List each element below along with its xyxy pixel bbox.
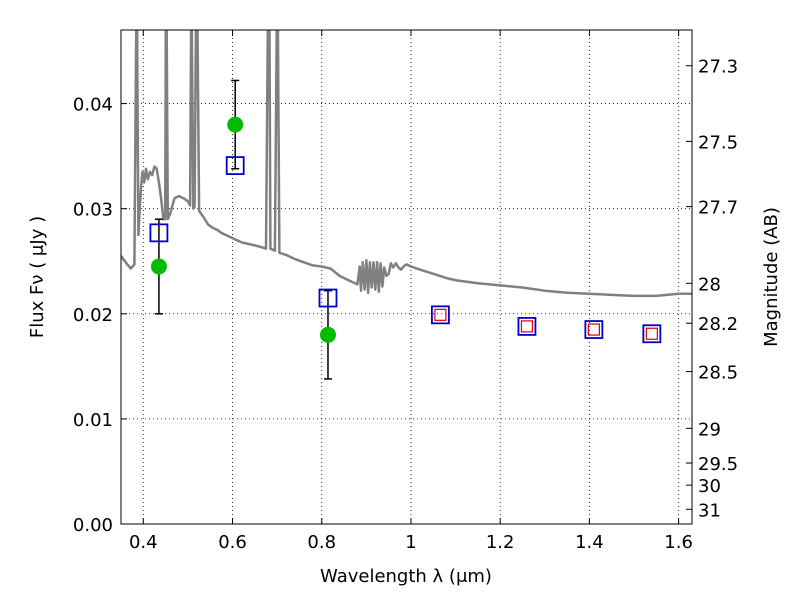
model-point — [517, 316, 537, 336]
y-tick-label: 0.04 — [73, 95, 113, 116]
y-axis-label: Flux Fν ( μJy ) — [27, 216, 48, 338]
right-tick-label: 28 — [698, 274, 721, 295]
marker-layer — [149, 116, 662, 344]
x-tick-label: 0.6 — [218, 532, 247, 553]
observed-point — [150, 258, 167, 275]
right-tick-label: 27.7 — [698, 198, 738, 219]
x-axis-label: Wavelength λ (μm) — [320, 566, 492, 587]
x-tick-label: 0.4 — [129, 532, 158, 553]
model-point — [149, 223, 169, 243]
model-point-inner — [434, 308, 447, 321]
grid — [121, 30, 692, 524]
right-tick-label: 28.5 — [698, 363, 738, 384]
model-point-inner — [587, 323, 600, 336]
right-tick-label: 28.2 — [698, 314, 738, 335]
tick-layer: 0.4 0.6 0.8 1 1.2 1.4 1.6 0.00 0.01 0.02 0.03 0.04 2… — [73, 30, 738, 553]
observed-point — [227, 116, 244, 133]
model-point — [225, 156, 245, 175]
errorbar-layer — [154, 79, 332, 380]
spectrum-layer — [121, 30, 692, 298]
right-tick-label: 30 — [698, 476, 721, 497]
right-axis-label: Magnitude (AB) — [761, 207, 782, 347]
plot-frame — [120, 29, 693, 525]
y-tick-label: 0.00 — [73, 515, 113, 536]
right-tick-label: 27.3 — [698, 57, 738, 78]
model-point-inner — [520, 320, 534, 333]
x-tick-label: 1.2 — [486, 532, 515, 553]
y-tick-label: 0.01 — [73, 410, 113, 431]
spectrum-line — [121, 30, 692, 298]
right-tick-label: 29.5 — [698, 454, 738, 475]
model-point-inner — [645, 327, 658, 340]
model-point — [642, 324, 662, 344]
y-tick-label: 0.03 — [73, 200, 113, 221]
observed-point — [319, 326, 336, 343]
model-point — [431, 305, 450, 325]
model-point — [318, 288, 338, 308]
x-tick-label: 1.6 — [664, 532, 693, 553]
x-tick-label: 0.8 — [307, 532, 336, 553]
right-tick-label: 29 — [698, 419, 721, 440]
x-tick-label: 1 — [405, 532, 416, 553]
right-tick-label: 31 — [698, 500, 721, 521]
model-point — [584, 320, 604, 339]
x-tick-label: 1.4 — [575, 532, 604, 553]
right-tick-label: 27.5 — [698, 132, 738, 153]
y-tick-label: 0.02 — [73, 305, 113, 326]
